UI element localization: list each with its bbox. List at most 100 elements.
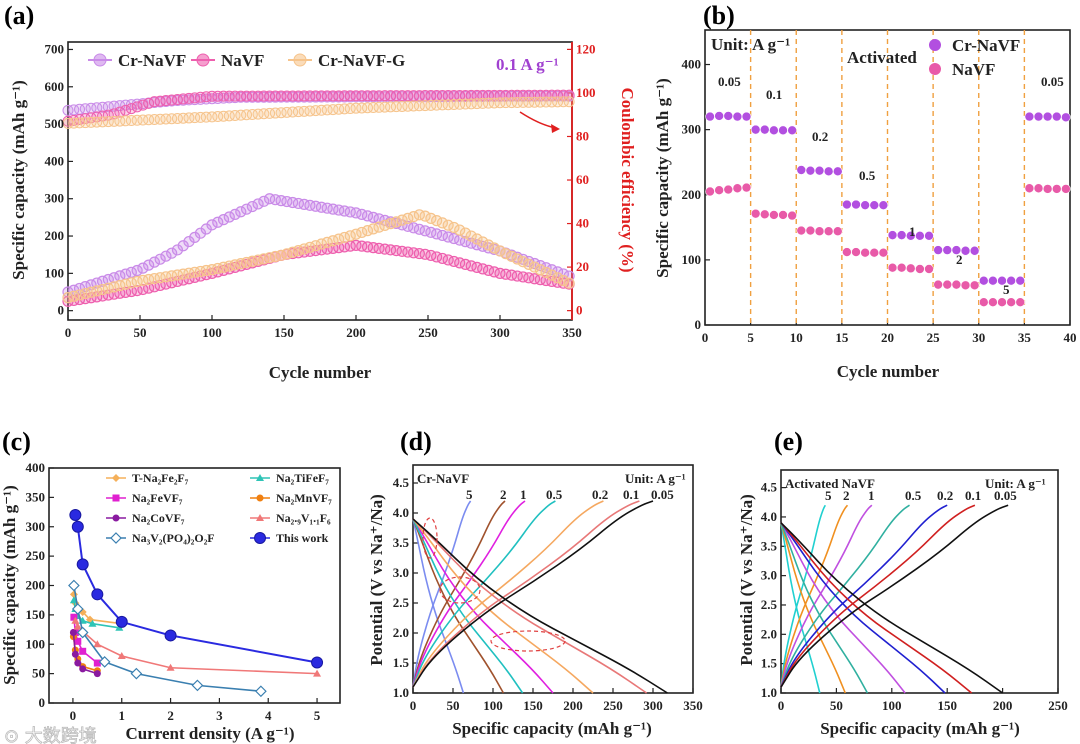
capacity-point xyxy=(860,247,870,258)
ce-point xyxy=(373,90,385,102)
rate-label: 0.05 xyxy=(718,74,741,89)
ce-point xyxy=(321,90,333,102)
ce-point xyxy=(166,113,178,125)
capacity-point xyxy=(869,247,880,258)
y-tick-label: 350 xyxy=(26,489,46,504)
discharge-curve xyxy=(412,518,554,694)
y-tick-label: 400 xyxy=(45,153,65,168)
x-tick-label: 0 xyxy=(702,330,709,345)
ce-point xyxy=(327,90,339,102)
ce-point xyxy=(269,107,281,119)
capacity-point xyxy=(436,217,448,229)
y-tick-label: 300 xyxy=(26,519,46,534)
capacity-point xyxy=(534,264,546,276)
capacity-point xyxy=(557,274,569,287)
ce-point xyxy=(206,93,218,105)
capacity-point xyxy=(540,266,552,279)
y-tick-label: 2.5 xyxy=(761,597,778,612)
ce-point xyxy=(235,90,247,102)
ce-point xyxy=(292,106,304,118)
series-line xyxy=(68,579,267,698)
ce-point xyxy=(246,90,258,102)
y-tick-label: 400 xyxy=(26,460,46,475)
capacity-point xyxy=(1042,111,1053,122)
ce-point xyxy=(442,89,454,101)
marker-square xyxy=(112,494,120,502)
y-tick-label: 150 xyxy=(26,607,46,622)
ce-point xyxy=(125,115,137,127)
ce-point xyxy=(298,105,310,117)
x-tick-label: 20 xyxy=(881,330,894,345)
x-tick-label: 50 xyxy=(447,698,460,713)
capacity-point xyxy=(160,250,172,262)
ce-point xyxy=(269,90,281,102)
capacity-point xyxy=(511,253,523,265)
capacity-point xyxy=(217,214,230,226)
charge-curve xyxy=(412,500,654,688)
legend-label: Cr-NaVF xyxy=(118,51,186,70)
y-tick-label: 4.5 xyxy=(393,475,410,490)
ce-point xyxy=(241,90,253,102)
ce-point xyxy=(177,112,189,124)
charge-curve xyxy=(412,500,526,688)
ce-point xyxy=(223,110,235,122)
capacity-point xyxy=(896,230,907,240)
ce-point xyxy=(160,113,172,125)
chart-e xyxy=(780,469,1059,694)
capacity-point xyxy=(431,215,443,227)
ce-point xyxy=(229,90,241,102)
ce-point xyxy=(459,98,471,110)
ce-point xyxy=(367,102,379,114)
series-line xyxy=(69,629,101,678)
marker-big-circle xyxy=(71,520,84,533)
rate-label: 1 xyxy=(868,488,875,503)
ce-point xyxy=(482,97,494,109)
x-tick-label: 0 xyxy=(778,698,785,713)
ce-point xyxy=(563,96,575,108)
x-tick-label: 1 xyxy=(119,708,126,723)
ce-point xyxy=(212,111,224,123)
marker-open-diamond xyxy=(255,685,267,698)
x-axis-label: Current density (A g⁻¹) xyxy=(125,724,294,743)
x-tick-label: 50 xyxy=(134,325,147,340)
ce-point xyxy=(454,89,466,101)
gcd-curve-0.2 xyxy=(780,504,948,694)
y2-tick-label: 0 xyxy=(576,303,583,318)
capacity-point xyxy=(732,111,743,122)
capacity-point xyxy=(252,198,264,210)
unit-label: Unit: A g⁻¹ xyxy=(711,35,790,54)
capacity-point xyxy=(823,226,834,237)
rate-label: 0.2 xyxy=(592,487,608,502)
ce-point xyxy=(218,110,230,122)
capacity-point xyxy=(860,200,870,210)
capacity-point xyxy=(154,253,166,265)
capacity-point xyxy=(750,124,761,135)
ce-point xyxy=(350,90,362,102)
capacity-point xyxy=(705,186,715,197)
ce-point xyxy=(85,102,97,114)
legend-label: This work xyxy=(276,531,329,545)
rate-label: 1 xyxy=(520,487,527,502)
ce-point xyxy=(390,90,402,102)
ce-point xyxy=(258,90,270,102)
marker-big-circle xyxy=(164,629,177,642)
ce-point xyxy=(523,96,535,108)
capacity-point xyxy=(887,262,898,273)
marker-triangle xyxy=(117,652,126,659)
y-tick-label: 1.0 xyxy=(393,685,409,700)
rate-label: 0.1 xyxy=(623,487,639,502)
marker-open-diamond xyxy=(191,679,204,692)
x-tick-label: 300 xyxy=(643,698,663,713)
marker-circle xyxy=(71,650,79,658)
capacity-point xyxy=(924,230,934,241)
capacity-point xyxy=(905,263,916,274)
y-axis-label: Specific capacity (mAh g⁻¹) xyxy=(653,78,672,278)
ce-point xyxy=(333,103,345,115)
ce-point xyxy=(206,90,218,102)
x-tick-label: 3 xyxy=(216,708,223,723)
charge-curve xyxy=(780,504,873,688)
ce-point xyxy=(160,95,172,107)
ce-point xyxy=(459,89,471,101)
gcd-curve-0.05 xyxy=(412,500,668,694)
